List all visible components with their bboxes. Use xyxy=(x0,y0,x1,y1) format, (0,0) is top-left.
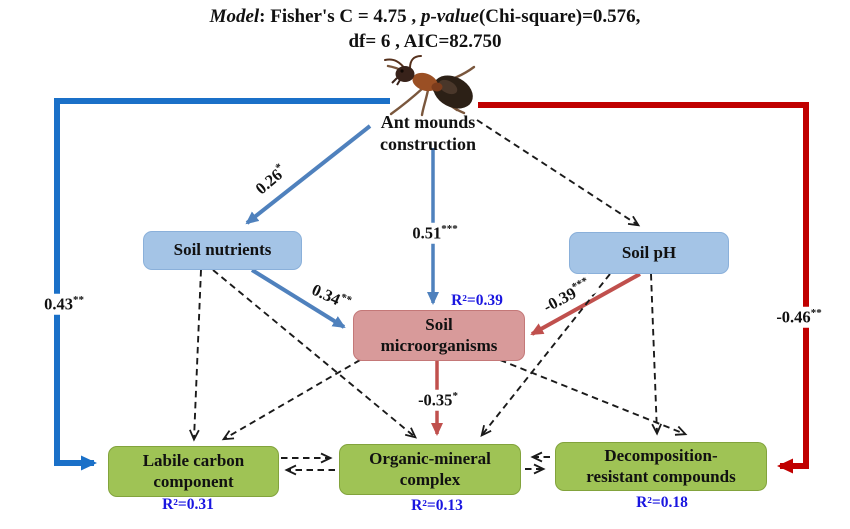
edge-nutrients-micro xyxy=(250,268,346,329)
node-organic-mineral: Organic-mineral complex xyxy=(339,444,521,495)
edge-ant-decomp xyxy=(478,102,809,474)
edge-micro-labile-dashed xyxy=(221,359,361,441)
node-labile-carbon: Labile carbon component xyxy=(108,446,279,497)
model-fit-line2: df= 6 , AIC=82.750 xyxy=(348,30,502,52)
edge-ph-decomp-dashed xyxy=(650,273,662,436)
r2-soil-microorganisms: R²=0.39 xyxy=(451,292,503,309)
node-decomposition-resistant: Decomposition- resistant compounds xyxy=(555,442,767,491)
node-soil-microorganisms: Soil microorganisms xyxy=(353,310,525,361)
r2-organic-mineral: R²=0.13 xyxy=(411,497,463,514)
model-fit-title: Model: Fisher's C = 4.75 , p-value(Chi-s… xyxy=(12,5,838,54)
node-soil-nutrients: Soil nutrients xyxy=(143,231,302,270)
coef-ant-labile: 0.43** xyxy=(41,293,87,315)
node-ant-label: Ant mounds construction xyxy=(380,112,476,154)
edge-nutrients-labile-dashed xyxy=(189,269,202,442)
coef-ant-decomp: -0.46** xyxy=(773,306,825,328)
r2-decomposition-resistant: R²=0.18 xyxy=(636,494,688,511)
edge-ant-labile xyxy=(54,98,390,471)
r2-labile-carbon: R²=0.31 xyxy=(162,496,214,513)
edge-ph-organic-dashed xyxy=(480,273,611,438)
model-fit-line1: Model: Fisher's C = 4.75 , p-value(Chi-s… xyxy=(209,6,641,27)
node-soil-ph: Soil pH xyxy=(569,232,729,274)
coef-ant-micro: 0.51*** xyxy=(409,222,461,244)
edge-ant-ph-dashed xyxy=(476,119,641,227)
edge-ant-nutrients xyxy=(245,124,372,225)
ant-image xyxy=(384,55,476,117)
coef-micro-organic: -0.35* xyxy=(415,389,461,411)
